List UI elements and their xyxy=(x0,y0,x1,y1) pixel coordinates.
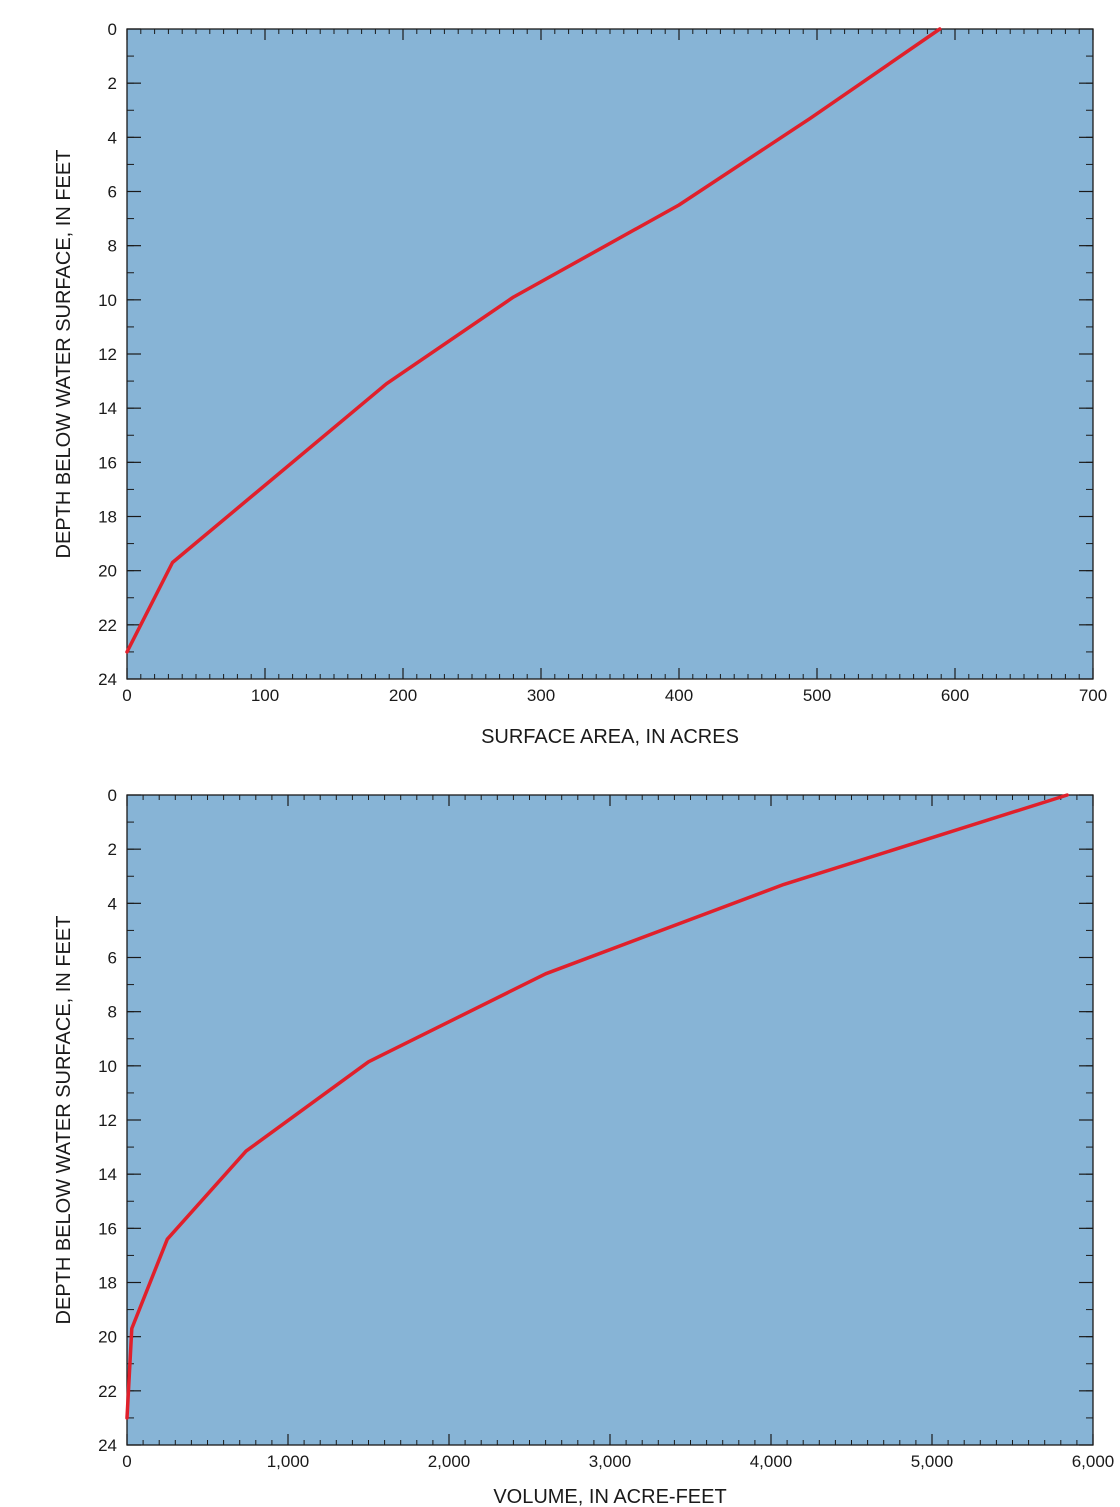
series-line xyxy=(125,793,1069,1420)
y-tick-label: 6 xyxy=(108,183,117,202)
y-tick-label: 12 xyxy=(98,1111,117,1130)
x-axis-title: SURFACE AREA, IN ACRES xyxy=(481,726,739,748)
x-tick-label: 100 xyxy=(251,686,279,705)
y-tick-label: 0 xyxy=(108,786,117,805)
y-tick-label: 2 xyxy=(108,74,117,93)
plot-area xyxy=(127,795,1093,1445)
y-axis-title: DEPTH BELOW WATER SURFACE, IN FEET xyxy=(53,150,75,559)
x-tick-label: 1,000 xyxy=(267,1452,310,1471)
x-tick-label: 3,000 xyxy=(589,1452,632,1471)
y-tick-label: 14 xyxy=(98,1165,117,1184)
x-tick-label: 6,000 xyxy=(1072,1452,1115,1471)
x-axis-title: VOLUME, IN ACRE-FEET xyxy=(493,1486,726,1507)
y-tick-label: 10 xyxy=(98,1057,117,1076)
x-axis-ticks: 0 100 200 300 400 500 600 700 xyxy=(122,29,1107,705)
x-tick-label: 2,000 xyxy=(428,1452,471,1471)
minor-ticks xyxy=(126,28,1094,680)
y-tick-label: 6 xyxy=(108,949,117,968)
chart-1: 0 100 200 300 400 500 600 700024681012141618202… xyxy=(53,20,1107,748)
y-tick-label: 8 xyxy=(108,237,117,256)
x-tick-label: 600 xyxy=(941,686,969,705)
x-tick-label: 300 xyxy=(527,686,555,705)
plot-frame xyxy=(126,794,1094,1446)
y-tick-label: 14 xyxy=(98,399,117,418)
y-tick-label: 0 xyxy=(108,20,117,39)
x-tick-label: 0 xyxy=(122,686,131,705)
y-tick-label: 18 xyxy=(98,1274,117,1293)
y-tick-label: 20 xyxy=(98,562,117,581)
y-tick-label: 12 xyxy=(98,345,117,364)
x-tick-label: 0 xyxy=(122,1452,131,1471)
plot-frame xyxy=(126,28,1094,680)
y-tick-label: 4 xyxy=(108,894,117,913)
x-tick-label: 200 xyxy=(389,686,417,705)
y-tick-label: 18 xyxy=(98,508,117,527)
y-tick-label: 10 xyxy=(98,291,117,310)
y-tick-label: 22 xyxy=(98,616,117,635)
x-axis-ticks: 0 1,000 2,000 3,000 4,000 5,000 6,000 xyxy=(122,795,1114,1471)
plot-area xyxy=(127,29,1093,679)
y-tick-label: 24 xyxy=(98,1436,117,1455)
y-tick-label: 4 xyxy=(108,128,117,147)
y-axis-title: DEPTH BELOW WATER SURFACE, IN FEET xyxy=(53,916,75,1325)
y-tick-label: 16 xyxy=(98,1219,117,1238)
y-tick-label: 8 xyxy=(108,1003,117,1022)
x-tick-label: 400 xyxy=(665,686,693,705)
x-tick-label: 700 xyxy=(1079,686,1107,705)
series-line xyxy=(125,27,942,654)
y-tick-label: 16 xyxy=(98,453,117,472)
y-tick-label: 22 xyxy=(98,1382,117,1401)
x-tick-label: 5,000 xyxy=(911,1452,954,1471)
x-tick-label: 500 xyxy=(803,686,831,705)
y-tick-label: 2 xyxy=(108,840,117,859)
chart-2: 0 1,000 2,000 3,000 4,000 5,000 6,000024681012… xyxy=(53,786,1114,1507)
y-tick-label: 24 xyxy=(98,670,117,689)
x-tick-label: 4,000 xyxy=(750,1452,793,1471)
y-tick-label: 20 xyxy=(98,1328,117,1347)
